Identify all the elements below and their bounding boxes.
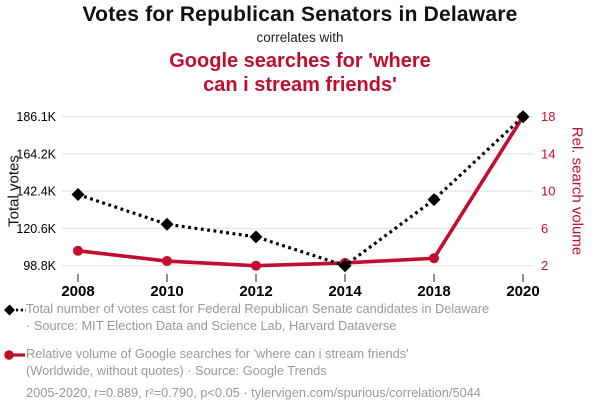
x-axis-tick-label: 2012 xyxy=(239,283,272,300)
x-axis-tick-label: 2014 xyxy=(328,283,362,300)
y-axis-tick-label-left: 186.1K xyxy=(16,110,56,124)
x-axis-tick-label: 2010 xyxy=(150,283,183,300)
y-axis-tick-label-left: 98.8K xyxy=(23,259,56,273)
votes-data-point xyxy=(249,230,263,244)
x-axis-tick-label: 2008 xyxy=(61,283,94,300)
y-axis-tick-label-right: 14 xyxy=(541,146,555,161)
y-axis-tick-label-left: 142.4K xyxy=(16,185,56,199)
chart-legend: Total number of votes cast for Federal R… xyxy=(4,301,596,379)
y-axis-title-right: Rel. search volume xyxy=(568,126,586,256)
x-axis-tick-label: 2018 xyxy=(417,283,450,300)
legend-search: Relative volume of Google searches for '… xyxy=(4,346,596,379)
votes-data-point xyxy=(71,188,85,202)
chart-title: Votes for Republican Senators in Delawar… xyxy=(82,3,518,26)
votes-data-point xyxy=(427,193,441,207)
search-series-line xyxy=(76,114,525,268)
y-axis-tick-label-right: 2 xyxy=(541,258,548,273)
legend-votes-line-1: Total number of votes cast for Federal R… xyxy=(26,301,490,316)
chart-subtitle-line-1: Google searches for 'where xyxy=(169,50,431,72)
search-series-marker-icon xyxy=(4,350,25,360)
y-axis-tick-label-right: 18 xyxy=(541,109,555,124)
x-axis-tick-label: 2020 xyxy=(506,283,539,300)
y-axis-tick-label-right: 6 xyxy=(541,221,548,236)
legend-votes-text: Total number of votes cast for Federal R… xyxy=(26,301,489,334)
footer-stats: 2005-2020, r=0.889, r²=0.790, p<0.05 · t… xyxy=(26,385,481,400)
y-axis-title-left: Total votes xyxy=(5,155,23,227)
legend-votes-line-2: · Source: MIT Election Data and Science … xyxy=(26,317,397,333)
chart-subtitle-line-2: can i stream friends' xyxy=(203,74,397,96)
votes-series-line xyxy=(77,115,525,268)
legend-votes: Total number of votes cast for Federal R… xyxy=(4,301,596,334)
y-axis-tick-label-right: 10 xyxy=(541,184,555,199)
correlates-with-label: correlates with xyxy=(256,30,344,45)
line-chart-canvas: 98.8K 2 120.6K 6 142.4K 10 164.2K 14 186.1K 18 200… xyxy=(16,109,555,300)
legend-search-line-2: (Worldwide, without quotes) · Source: Go… xyxy=(26,362,327,378)
votes-data-point xyxy=(160,217,174,231)
y-axis-tick-label-left: 120.6K xyxy=(16,222,56,236)
legend-search-text: Relative volume of Google searches for '… xyxy=(26,346,409,379)
line-chart: 98.8K 2 120.6K 6 142.4K 10 164.2K 14 186.1K 18 200… xyxy=(0,98,600,300)
y-axis-tick-label-left: 164.2K xyxy=(16,147,56,161)
legend-search-line-1: Relative volume of Google searches for '… xyxy=(26,346,409,361)
search-data-point xyxy=(73,245,83,256)
search-data-point xyxy=(429,253,439,264)
chart-subtitle: Google searches for 'where can i stream … xyxy=(0,49,600,97)
votes-series-marker-icon xyxy=(4,304,26,316)
votes-data-point xyxy=(338,259,352,273)
search-data-point xyxy=(251,260,261,271)
votes-data-point xyxy=(516,110,530,124)
search-data-point xyxy=(162,256,172,267)
